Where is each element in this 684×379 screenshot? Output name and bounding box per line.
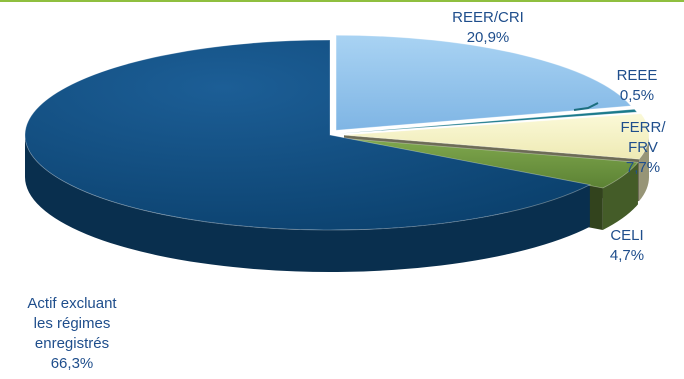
slice-value-label: 20,9% [467, 29, 510, 46]
pie-tops [24, 34, 650, 231]
label-reer-cri: REER/CRI 20,9% [452, 9, 524, 46]
pie-slice-celi [342, 137, 639, 189]
slice-name-label: REEE [617, 67, 658, 84]
slice-name-label: enregistrés [35, 335, 109, 352]
slice-name-label: FRV [628, 139, 658, 156]
slice-labels: REER/CRI 20,9% REEE 0,5% FERR/FRV 7,7% CELI 4,7… [27, 9, 666, 372]
pie-slice-actif-excluant-les-r-gimes-enregistr-s [24, 39, 592, 231]
slice-name-label: REER/CRI [452, 9, 524, 26]
slice-value-label: 7,7% [626, 159, 660, 176]
leader-line-1 [573, 102, 599, 111]
pie-side-3 [602, 162, 638, 231]
label-actif-excluant-les-r-gimes-enregistr-s: Actif excluant les régimes enregistrés 66,3… [27, 295, 117, 372]
slice-name-label: CELI [610, 227, 643, 244]
label-celi: CELI 4,7% [610, 227, 644, 264]
label-reee: REEE 0,5% [617, 67, 658, 104]
slice-value-label: 66,3% [51, 355, 94, 372]
pie-slice-reer-cri [335, 34, 632, 131]
leader-lines [573, 102, 599, 111]
slice-name-label: Actif excluant [27, 295, 117, 312]
pie-slice-ferr-frv [343, 113, 650, 160]
pie-slice-reee [339, 108, 638, 134]
slice-name-label: les régimes [34, 315, 111, 332]
slice-value-label: 4,7% [610, 247, 644, 264]
slice-name-label: FERR/ [621, 119, 667, 136]
pie-side-2 [639, 135, 649, 202]
label-ferr-frv: FERR/FRV 7,7% [621, 119, 667, 176]
slice-value-label: 0,5% [620, 87, 654, 104]
pie-side-4 [25, 135, 590, 272]
